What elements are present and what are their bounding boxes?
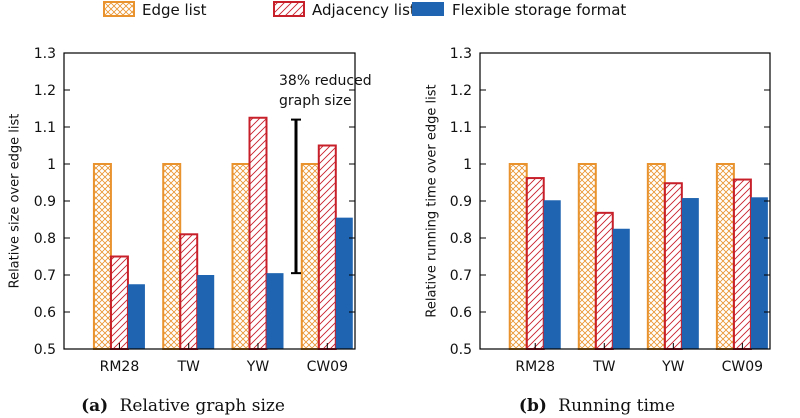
legend-label-edge-list: Edge list [142, 1, 207, 19]
bar-flexible-yw [681, 198, 699, 349]
x-tick-label-tw: TW [177, 359, 201, 375]
y-tick-label: 1.1 [34, 120, 56, 136]
y-tick-label: 1.1 [450, 120, 472, 136]
y-tick-label: 0.8 [450, 231, 472, 247]
bar-adjacency-list-tw [179, 233, 199, 350]
y-tick-label: 0.9 [450, 194, 472, 210]
legend-item-edge-list: Edge list [103, 1, 207, 19]
legend-label-flexible: Flexible storage format [452, 1, 626, 19]
caption-b: (b) Running time [519, 396, 675, 416]
bar-edge-list-tw [577, 163, 597, 350]
caption-a-text: Relative graph size [120, 396, 285, 416]
bar-edge-list-cw09 [300, 163, 320, 350]
y-tick-label: 1.3 [450, 46, 472, 62]
x-tick-label-yw: YW [661, 359, 685, 375]
caption-b-letter: (b) [519, 396, 547, 416]
x-tick-label-yw: YW [246, 359, 270, 375]
y-axis-label-a: Relative size over edge list [8, 114, 23, 289]
bar-flexible-rm28 [127, 284, 145, 349]
y-tick-label: 0.6 [450, 305, 472, 321]
x-tick-label-tw: TW [592, 359, 616, 375]
y-tick-label: 0.7 [34, 268, 56, 284]
bar-edge-list-rm28 [92, 163, 112, 350]
bar-edge-list-yw [646, 163, 666, 350]
y-axis-label-b: Relative running time over edge list [425, 84, 440, 317]
bar-flexible-cw09 [750, 197, 768, 349]
bar-edge-list-tw [162, 163, 182, 350]
bar-adjacency-list-cw09 [317, 144, 337, 350]
x-tick-label-rm28: RM28 [100, 359, 140, 375]
x-tick-label-cw09: CW09 [307, 359, 348, 375]
legend-label-adjacency-list: Adjacency list [312, 1, 416, 19]
caption-a-letter: (a) [81, 396, 108, 416]
chart-panel-a: 0.5 0.6 0.7 0.8 0.9 1 1.1 1.2 1.3 RM28 TW YW CW09 R… [8, 46, 372, 416]
bar-edge-list-cw09 [715, 163, 735, 350]
legend-swatch-adjacency-list [273, 1, 305, 17]
bar-flexible-rm28 [543, 200, 561, 349]
bar-flexible-cw09 [335, 217, 353, 349]
bar-adjacency-list-tw [594, 211, 614, 350]
y-tick-label: 1 [47, 157, 56, 173]
bar-adjacency-list-rm28 [109, 255, 129, 350]
bar-flexible-tw [612, 228, 630, 349]
y-tick-label: 0.9 [34, 194, 56, 210]
y-tick-label: 0.6 [34, 305, 56, 321]
legend: Edge list Adjacency list Flexible storag… [103, 1, 626, 19]
annotation-text-line1: 38% reduced [279, 73, 372, 89]
bar-edge-list-yw [231, 163, 251, 350]
annotation-reduction: 38% reduced graph size [279, 73, 372, 275]
y-tick-label: 0.8 [34, 231, 56, 247]
bar-flexible-tw [197, 275, 215, 349]
y-tick-label: 0.5 [450, 342, 472, 358]
y-tick-label: 0.7 [450, 268, 472, 284]
bar-adjacency-list-yw [248, 116, 268, 350]
chart-panel-b: 0.5 0.6 0.7 0.8 0.9 1 1.1 1.2 1.3 RM28 TW YW CW09 R… [425, 46, 771, 416]
bar-edge-list-rm28 [508, 163, 528, 350]
x-tick-label-cw09: CW09 [722, 359, 763, 375]
bar-adjacency-list-yw [663, 182, 683, 350]
bar-adjacency-list-rm28 [525, 177, 545, 350]
legend-swatch-edge-list [103, 1, 135, 17]
y-tick-label: 1 [463, 157, 472, 173]
y-tick-label: 1.2 [34, 83, 56, 99]
bar-adjacency-list-cw09 [732, 178, 752, 350]
legend-item-adjacency-list: Adjacency list [273, 1, 416, 19]
y-tick-label: 0.5 [34, 342, 56, 358]
annotation-text-line2: graph size [279, 93, 352, 109]
legend-swatch-flexible [412, 2, 444, 16]
legend-item-flexible: Flexible storage format [412, 1, 626, 19]
caption-b-text: Running time [558, 396, 675, 416]
caption-a: (a) Relative graph size [81, 396, 285, 416]
bar-flexible-yw [266, 273, 284, 349]
y-tick-label: 1.3 [34, 46, 56, 62]
x-tick-label-rm28: RM28 [515, 359, 555, 375]
y-tick-label: 1.2 [450, 83, 472, 99]
